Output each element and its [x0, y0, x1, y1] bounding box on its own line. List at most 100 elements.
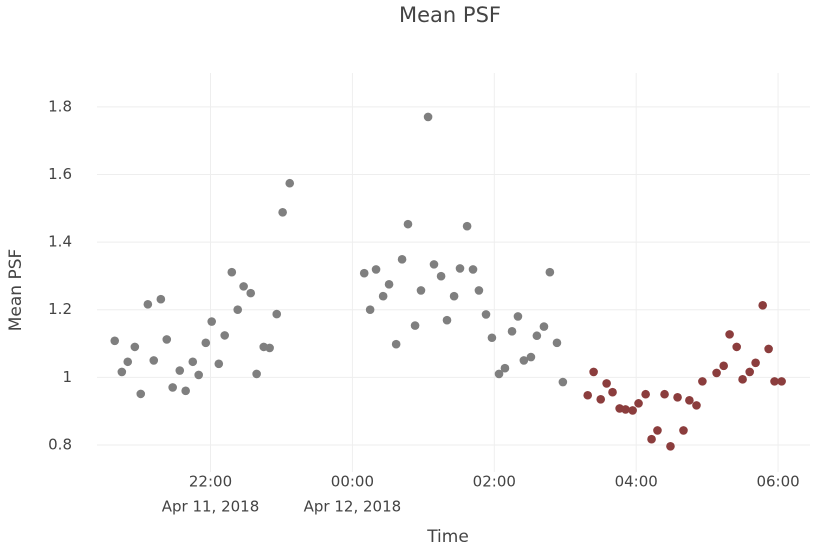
point [698, 377, 707, 386]
y-tick-label: 1.6 [48, 165, 72, 183]
point [545, 267, 555, 277]
y-tick-label: 1.8 [48, 97, 72, 115]
point [679, 426, 688, 435]
point [403, 219, 413, 229]
point [371, 265, 381, 274]
point [278, 208, 287, 217]
point [162, 335, 172, 344]
y-tick-label: 1 [62, 368, 72, 386]
point [666, 442, 675, 451]
point [194, 370, 203, 380]
point [653, 426, 662, 435]
point [384, 280, 394, 289]
point [558, 377, 568, 387]
x-tick-date: Apr 12, 2018 [304, 498, 402, 516]
point [764, 344, 773, 354]
point [130, 342, 140, 352]
x-tick-date: Apr 11, 2018 [162, 498, 260, 516]
point [641, 389, 650, 399]
chart-title: Mean PSF [399, 3, 501, 27]
point [378, 291, 388, 301]
point [110, 336, 120, 346]
point [583, 390, 593, 400]
point [207, 317, 216, 326]
point [227, 267, 237, 277]
point [149, 356, 159, 365]
point [751, 358, 760, 368]
y-axis-title: Mean PSF [6, 249, 26, 332]
x-axis-title: Time [426, 527, 469, 547]
point [494, 369, 504, 379]
y-tick-label: 1.4 [48, 233, 72, 251]
point [745, 367, 754, 377]
point [596, 395, 606, 404]
point [474, 286, 484, 295]
point [725, 330, 734, 339]
point [647, 434, 656, 444]
point [673, 392, 682, 402]
point [265, 343, 274, 353]
point [449, 291, 459, 301]
point [634, 399, 643, 408]
x-tick-label: 02:00 [473, 473, 516, 491]
point [220, 331, 230, 340]
point [391, 339, 401, 349]
x-tick-label: 00:00 [331, 473, 374, 491]
point [712, 368, 721, 378]
point [436, 271, 446, 281]
point [123, 357, 133, 367]
point [660, 389, 669, 399]
point [519, 356, 529, 365]
point [429, 260, 439, 269]
point [272, 309, 282, 319]
point [285, 178, 295, 188]
point [608, 387, 617, 397]
point [589, 367, 598, 377]
point [481, 310, 491, 319]
point [246, 288, 256, 298]
point [468, 265, 478, 274]
point [539, 322, 549, 331]
point [397, 255, 407, 264]
point [168, 383, 177, 392]
x-tick-label: 06:00 [756, 473, 799, 491]
point [143, 299, 153, 309]
point [252, 369, 261, 379]
point [410, 321, 420, 330]
point [738, 375, 747, 384]
point [777, 377, 786, 386]
point [552, 338, 562, 348]
point [455, 264, 465, 273]
point [181, 386, 190, 396]
point [239, 282, 248, 291]
point [365, 305, 375, 314]
point [532, 331, 542, 341]
point [513, 312, 523, 321]
x-tick-label: 04:00 [615, 473, 658, 491]
point [462, 221, 472, 231]
y-tick-label: 0.8 [48, 435, 72, 453]
point [416, 286, 426, 295]
point [732, 342, 741, 352]
point [692, 401, 701, 410]
point [507, 327, 517, 336]
point [621, 405, 630, 414]
point [214, 359, 224, 369]
point [500, 363, 510, 373]
point [442, 315, 452, 325]
point [526, 352, 536, 362]
point [117, 367, 127, 377]
point [487, 333, 497, 343]
point [628, 406, 637, 415]
y-tick-label: 1.2 [48, 300, 72, 318]
x-tick-label: 22:00 [189, 473, 232, 491]
point [719, 361, 728, 371]
point [136, 389, 146, 399]
point [602, 379, 611, 388]
point [423, 112, 433, 122]
point [201, 338, 211, 348]
point [685, 396, 694, 405]
point [758, 300, 768, 310]
point [188, 357, 198, 367]
